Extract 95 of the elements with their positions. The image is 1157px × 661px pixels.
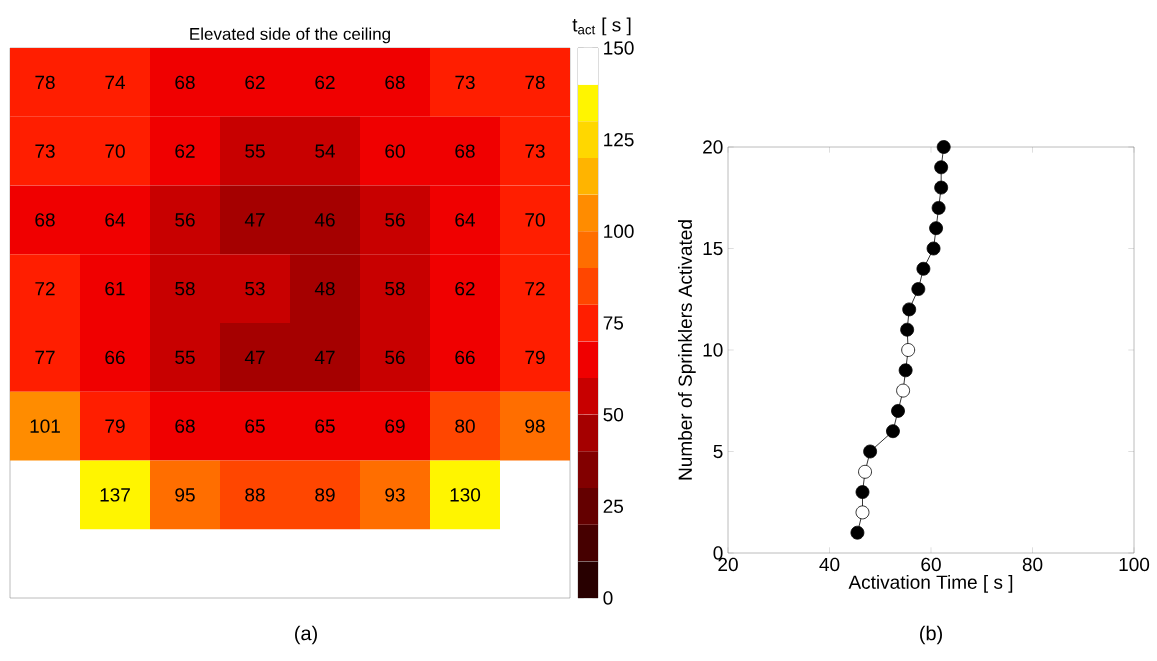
data-label: 68	[35, 213, 55, 227]
x-tick-label: 100	[1119, 557, 1150, 572]
point	[936, 140, 951, 154]
data-label: 80	[455, 419, 475, 433]
data-label: 68	[455, 144, 475, 158]
data-label: 56	[385, 350, 405, 365]
x-axis-title: Activation Time [ s ]	[848, 574, 1013, 593]
point	[855, 505, 870, 520]
data-label: 64	[455, 213, 475, 227]
y-tick-label: 5	[713, 444, 723, 459]
point	[916, 261, 931, 276]
data-label: 72	[525, 281, 545, 296]
color-bar-label: 25	[603, 499, 624, 514]
data-label: 77	[35, 350, 55, 364]
y-tick-label: 10	[703, 343, 723, 357]
data-label: 78	[525, 75, 545, 90]
point	[896, 383, 910, 398]
data-label: 79	[525, 350, 545, 365]
data-label: 72	[35, 281, 55, 296]
chart-title: Elevated side of the ceiling	[190, 27, 390, 44]
data-label: 60	[385, 144, 405, 158]
point	[911, 282, 926, 296]
color-bar-label: 0	[603, 591, 613, 605]
data-label: 130	[450, 488, 481, 502]
point	[886, 424, 900, 439]
point	[934, 160, 949, 175]
point	[902, 302, 917, 317]
x-tick-label: 60	[921, 557, 941, 572]
data-label: 64	[105, 213, 125, 227]
point	[926, 241, 941, 256]
data-label: 62	[455, 281, 475, 296]
point	[900, 322, 915, 337]
data-label: 66	[105, 350, 125, 365]
point	[929, 221, 943, 236]
color-bar-label: 75	[603, 316, 624, 330]
data-label: 56	[385, 213, 405, 227]
text: (b)	[920, 625, 942, 645]
data-label: 68	[175, 419, 195, 433]
data-label: 46	[314, 213, 335, 227]
data-label: 73	[525, 144, 545, 158]
data-label: 98	[525, 419, 545, 433]
data-label: 93	[385, 488, 405, 502]
data-label: 55	[245, 144, 265, 158]
y-tick-label: 20	[703, 140, 723, 154]
data-label: 95	[175, 488, 195, 502]
color-bar-title: t$_{act}$ [ s ]	[572, 17, 631, 36]
color-bar-label: 150	[604, 41, 634, 55]
data-label: 65	[315, 419, 335, 433]
data-label: 79	[105, 419, 125, 433]
data-label: 62	[245, 75, 265, 90]
y-tick-label: 15	[703, 241, 723, 256]
data-label: 61	[105, 281, 125, 296]
data-label: 66	[455, 350, 475, 365]
y-axis-title: Number of Sprinklers Activated	[678, 220, 696, 480]
data-label: 101	[30, 419, 60, 433]
text: (a)	[295, 625, 317, 645]
data-label: 88	[245, 488, 265, 502]
data-label: 55	[175, 350, 195, 365]
point	[858, 464, 872, 479]
data-label: 47	[314, 350, 335, 364]
point	[863, 444, 878, 459]
color-bar-label: 100	[604, 224, 634, 239]
data-label: 62	[315, 75, 335, 90]
point	[898, 363, 913, 378]
color-bar-label: 125	[604, 132, 634, 147]
data-label: 74	[105, 75, 125, 89]
data-label: 65	[245, 419, 265, 433]
point	[931, 201, 946, 215]
x-tick-label: 80	[1022, 557, 1043, 572]
data-label: 68	[175, 75, 195, 90]
data-label: 58	[175, 281, 195, 296]
data-label: 68	[385, 75, 405, 90]
point	[891, 404, 905, 418]
point	[934, 180, 949, 195]
point	[901, 343, 916, 357]
data-label: 73	[455, 75, 475, 90]
data-label: 137	[100, 488, 130, 502]
point	[855, 485, 870, 499]
data-label: 73	[35, 144, 55, 158]
data-label: 69	[385, 419, 405, 433]
color-bar-label: 50	[603, 407, 624, 422]
x-tick-label: 40	[819, 557, 840, 572]
data-label: 47	[244, 213, 265, 227]
point	[850, 525, 865, 540]
data-label: 78	[35, 75, 55, 90]
data-label: 47	[244, 350, 265, 364]
data-label: 89	[315, 488, 335, 502]
data-label: 58	[385, 281, 405, 296]
data-label: 62	[175, 144, 195, 158]
data-label: 70	[105, 144, 125, 158]
data-label: 70	[525, 213, 545, 227]
data-label: 48	[314, 281, 335, 296]
data-label: 53	[245, 281, 265, 296]
data-label: 56	[175, 213, 195, 227]
data-label: 54	[315, 144, 335, 158]
